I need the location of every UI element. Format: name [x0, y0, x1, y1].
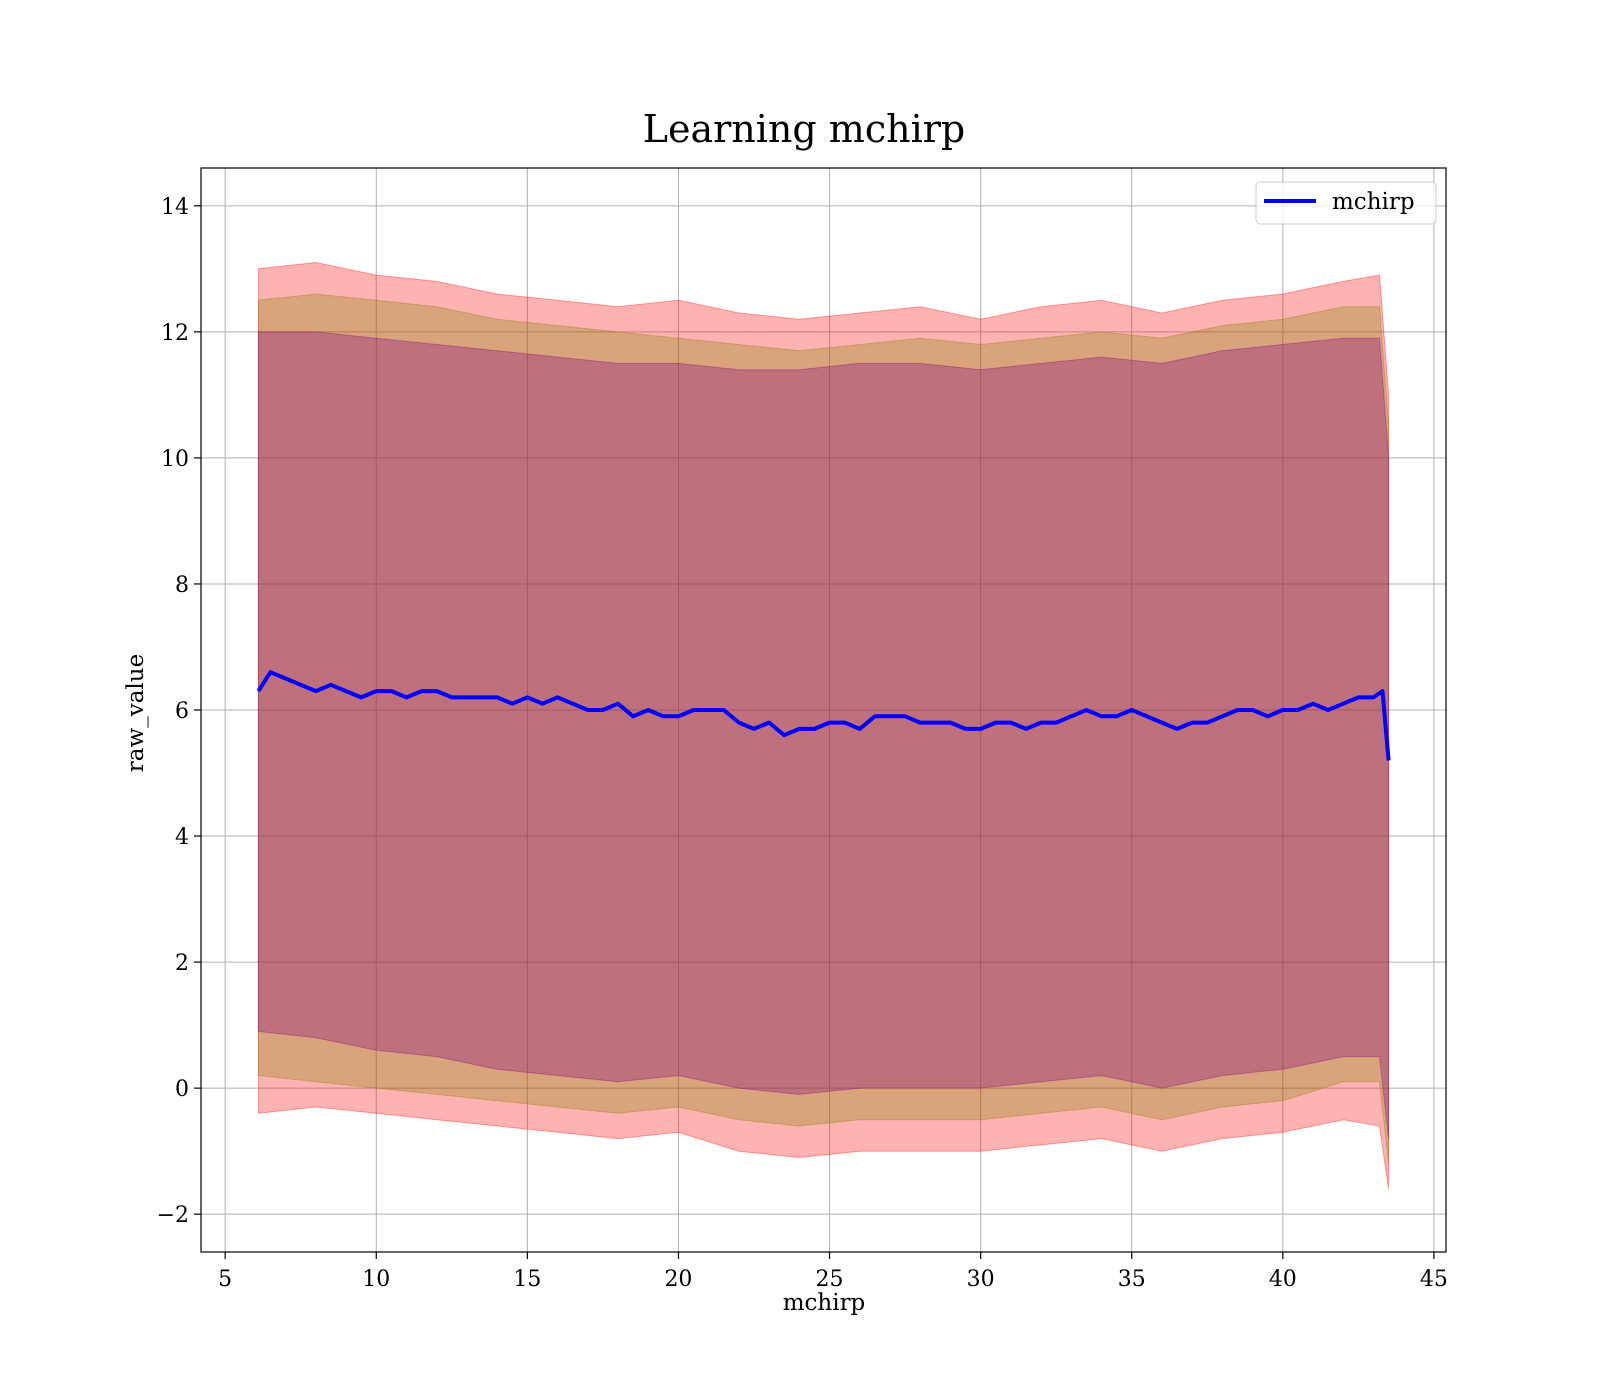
x-axis-ticks: 5 10 15 20 25 30 35 40 45 — [218, 1252, 1448, 1292]
x-tick-label-3: 20 — [664, 1267, 692, 1292]
y-tick-label-8: 14 — [161, 195, 189, 220]
y-tick-label-2: 2 — [175, 951, 189, 976]
series-lines — [256, 670, 1391, 761]
y-tick-label-5: 8 — [175, 573, 189, 598]
y-tick-label-4: 6 — [175, 699, 189, 724]
x-tick-label-0: 5 — [218, 1267, 232, 1292]
x-tick-label-7: 40 — [1269, 1267, 1297, 1292]
legend-label-mchirp: mchirp — [1332, 189, 1415, 215]
series-line-mchirp — [256, 670, 1391, 761]
y-tick-label-7: 12 — [161, 321, 189, 346]
y-axis-label: raw_value — [123, 654, 149, 772]
x-tick-label-5: 30 — [967, 1267, 995, 1292]
band-2 — [257, 331, 1390, 1139]
band-1 — [257, 293, 1390, 1164]
grid — [201, 168, 1446, 1252]
y-tick-label-3: 4 — [175, 825, 189, 850]
y-tick-label-0: −2 — [157, 1203, 189, 1228]
y-tick-label-1: 0 — [175, 1077, 189, 1102]
legend-box — [1255, 181, 1437, 225]
y-axis-ticks: −2 0 2 4 6 8 10 12 14 — [157, 195, 201, 1228]
x-tick-label-6: 35 — [1118, 1267, 1146, 1292]
x-tick-label-8: 45 — [1420, 1267, 1448, 1292]
x-tick-label-2: 15 — [513, 1267, 541, 1292]
plot-area — [200, 167, 1447, 1253]
x-tick-label-1: 10 — [362, 1267, 390, 1292]
chart-title: Learning mchirp — [643, 107, 965, 151]
legend: mchirp — [1255, 181, 1437, 225]
x-tick-label-4: 25 — [816, 1267, 844, 1292]
x-axis-label: mchirp — [783, 1290, 866, 1316]
y-tick-label-6: 10 — [161, 447, 189, 472]
